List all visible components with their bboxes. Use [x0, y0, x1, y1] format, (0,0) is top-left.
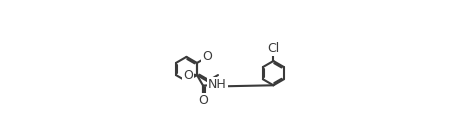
- Text: O: O: [202, 50, 212, 63]
- Text: O: O: [198, 94, 207, 107]
- Text: Cl: Cl: [267, 42, 279, 55]
- Text: O: O: [182, 69, 192, 82]
- Text: NH: NH: [207, 79, 226, 91]
